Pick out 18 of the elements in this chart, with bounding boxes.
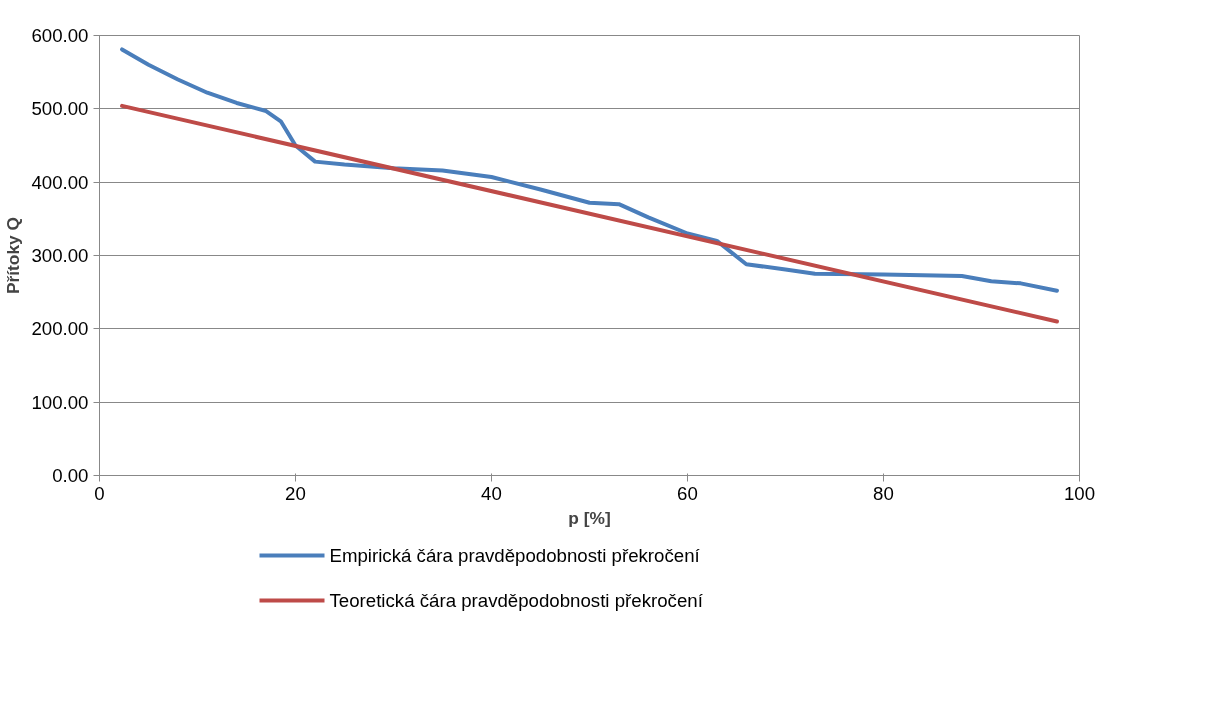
y-tick-label: 100.00 [31,391,89,413]
legend-label: Empirická čára pravděpodobnosti překročení [329,545,701,566]
line-series [120,47,1059,293]
y-tick-label: 600.00 [31,25,89,46]
x-axis-title: p [%] [568,507,611,528]
y-tick-label: 400.00 [31,171,89,193]
y-tick-label: 500.00 [31,98,89,120]
y-tick-label: 0.00 [52,465,89,486]
x-tick-label: 20 [285,482,306,504]
x-tick-label: 60 [677,482,698,504]
y-tick-label: 300.00 [31,245,89,266]
y-tick-label: 200.00 [31,318,89,340]
legend-label: Teoretická čára pravděpodobnosti překročení [329,590,704,611]
x-tick-label: 0 [94,482,105,504]
x-tick-label: 40 [481,482,502,504]
x-tick-label: 100 [1063,482,1096,504]
y-axis-title: Přítoky Q [3,216,24,295]
x-tick-label: 80 [873,482,894,504]
